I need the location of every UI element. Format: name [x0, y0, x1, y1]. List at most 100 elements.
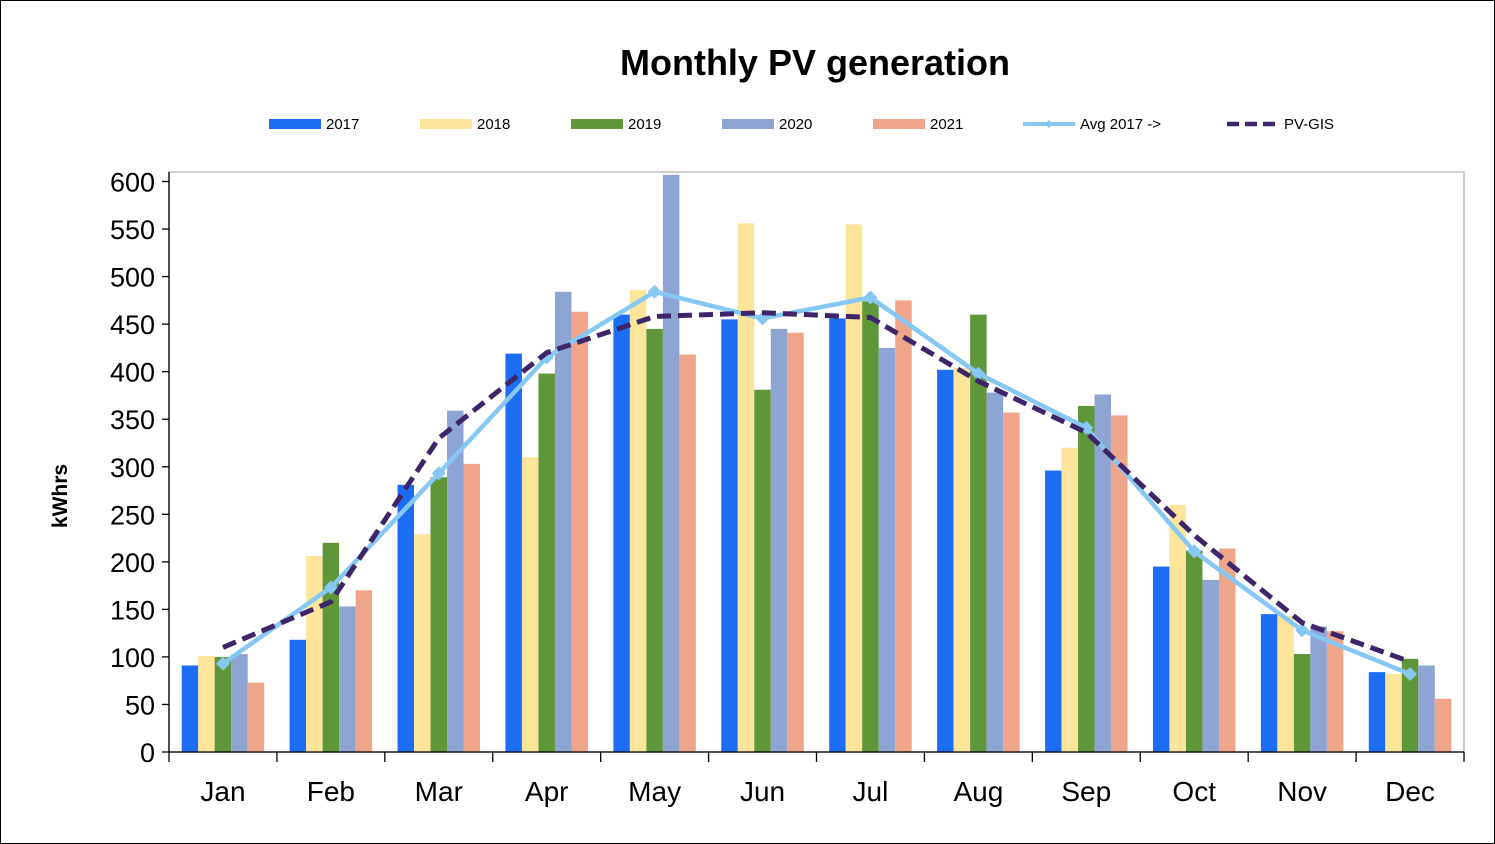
legend-label: 2017: [326, 116, 359, 133]
bar-2018-jun: [737, 223, 755, 753]
bar-2017-mar: [397, 484, 415, 752]
x-tick-label-sep: Sep: [1061, 776, 1111, 807]
legend-swatch: [269, 119, 321, 129]
bar-2019-apr: [538, 373, 555, 752]
legend-label: Avg 2017 ->: [1080, 116, 1161, 133]
bar-2019-jun: [754, 389, 771, 752]
bar-2018-aug: [953, 367, 971, 752]
bar-2018-dec: [1385, 674, 1402, 752]
bar-2017-dec: [1368, 672, 1386, 752]
y-tick-label: 100: [110, 643, 155, 673]
bar-2018-apr: [521, 457, 539, 752]
x-tick-label-may: May: [628, 776, 681, 807]
marker-avg-2017-mar: [431, 466, 446, 481]
legend-label: 2019: [628, 116, 661, 133]
y-tick-label: 200: [110, 548, 155, 578]
bar-2019-may: [646, 328, 663, 752]
bar-2020-aug: [986, 392, 1004, 752]
bar-2018-jan: [198, 655, 215, 752]
y-tick-label: 600: [110, 168, 155, 198]
bar-2020-dec: [1418, 665, 1435, 752]
bar-2020-nov: [1310, 626, 1327, 752]
line-pv-gis: [222, 310, 1411, 665]
y-tick-label: 0: [140, 738, 155, 768]
bar-2020-jan: [231, 654, 248, 752]
x-tick-label-feb: Feb: [307, 776, 355, 807]
bar-2018-mar: [414, 534, 431, 752]
legend-item-2018: 2018: [420, 116, 510, 133]
y-tick-label: 250: [110, 500, 155, 530]
bar-2021-apr: [571, 311, 588, 752]
bar-2021-oct: [1218, 548, 1236, 752]
bar-2021-jul: [895, 300, 912, 752]
bar-2021-nov: [1326, 631, 1344, 752]
bar-2018-jul: [845, 224, 863, 753]
bar-2017-oct: [1152, 566, 1170, 752]
bars-layer: [181, 174, 1452, 753]
legend-label: PV-GIS: [1284, 116, 1334, 133]
bar-2021-aug: [1003, 412, 1020, 752]
legend-swatch: [873, 119, 925, 129]
x-tick-label-jul: Jul: [853, 776, 889, 807]
x-tick-label-dec: Dec: [1385, 776, 1435, 807]
marker-avg-2017-oct: [1187, 544, 1202, 559]
legend-item-2020: 2020: [722, 116, 812, 133]
bar-2019-sep: [1078, 405, 1095, 752]
bar-2021-dec: [1434, 698, 1452, 752]
marker-avg-2017-dec: [1403, 667, 1418, 682]
line-avg-2017: [221, 289, 1411, 677]
x-tick-label-aug: Aug: [953, 776, 1003, 807]
bar-2020-jun: [770, 328, 788, 752]
x-tick-label-oct: Oct: [1172, 776, 1216, 807]
bar-2021-may: [679, 354, 696, 752]
marker-avg-2017-jan: [215, 656, 230, 671]
marker-avg-2017-may: [647, 284, 662, 299]
legend-item-pv-gis: PV-GIS: [1227, 116, 1334, 133]
bar-2019-nov: [1293, 654, 1311, 752]
bar-2021-jun: [787, 332, 804, 752]
bar-2018-nov: [1277, 616, 1294, 752]
legend-item-2019: 2019: [571, 116, 661, 133]
legend-swatch: [722, 119, 774, 129]
legend-item-avg-2017: Avg 2017 ->: [1023, 116, 1161, 133]
lines-layer: [215, 284, 1418, 682]
y-tick-label: 300: [110, 453, 155, 483]
bar-2019-jul: [862, 301, 879, 752]
bar-2017-sep: [1045, 470, 1062, 752]
bar-2021-jan: [247, 682, 265, 752]
bar-2019-dec: [1401, 658, 1419, 752]
x-tick-label-jun: Jun: [740, 776, 785, 807]
bar-2017-apr: [505, 353, 522, 752]
y-tick-label: 550: [110, 215, 155, 245]
bar-2017-feb: [289, 639, 307, 752]
legend-item-2021: 2021: [873, 116, 963, 133]
bar-2020-mar: [447, 410, 464, 752]
bar-2018-sep: [1061, 447, 1079, 752]
bar-2021-mar: [463, 463, 481, 752]
legend-label: 2020: [779, 116, 812, 133]
bar-2019-jan: [214, 656, 232, 752]
bar-2020-apr: [554, 291, 572, 752]
marker-avg-2017-feb: [323, 580, 338, 595]
bar-2019-oct: [1185, 550, 1203, 752]
bar-2020-oct: [1202, 579, 1219, 752]
marker-avg-2017-aug: [971, 366, 986, 381]
y-axis-label: kWhrs: [49, 464, 72, 528]
y-tick-label: 450: [110, 310, 155, 340]
bar-2017-may: [613, 314, 630, 752]
bar-2020-feb: [339, 606, 356, 752]
x-tick-label-jan: Jan: [200, 776, 245, 807]
bar-2020-sep: [1094, 394, 1112, 752]
bar-2019-feb: [322, 542, 340, 752]
bar-2021-sep: [1111, 415, 1128, 752]
y-tick-label: 350: [110, 405, 155, 435]
y-tick-label: 50: [125, 690, 155, 720]
bar-2017-jul: [829, 318, 846, 752]
legend-swatch: [571, 119, 623, 129]
bar-2018-feb: [306, 556, 323, 752]
bar-2019-aug: [970, 314, 987, 752]
x-tick-label-mar: Mar: [415, 776, 463, 807]
bar-2019-mar: [430, 477, 448, 752]
